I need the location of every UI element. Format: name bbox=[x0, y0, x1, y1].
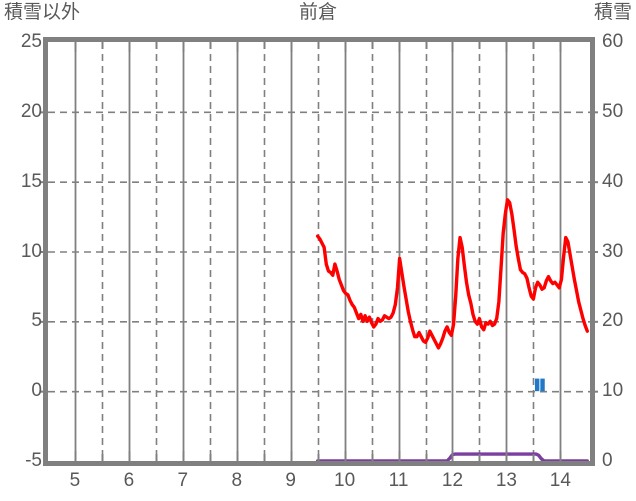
ytick-label-right: 40 bbox=[602, 170, 624, 192]
ytick-label-right: 20 bbox=[602, 310, 624, 332]
ytick-label-right: 30 bbox=[602, 240, 624, 262]
ytick-label-right: 10 bbox=[602, 380, 624, 402]
xtick-label: 6 bbox=[123, 470, 135, 491]
ytick-label-left: 5 bbox=[31, 310, 42, 332]
ytick-label-left: 15 bbox=[20, 170, 42, 192]
series-line-non-snow bbox=[315, 198, 589, 350]
ytick-label-right: 50 bbox=[602, 100, 624, 122]
series-line-snow-depth bbox=[315, 452, 589, 463]
bar-precipitation bbox=[540, 378, 545, 392]
right-axis-title: 積雪 bbox=[593, 2, 632, 23]
xtick-label: 14 bbox=[549, 470, 571, 491]
xtick-label: 5 bbox=[69, 470, 81, 491]
xtick-label: 8 bbox=[231, 470, 243, 491]
ytick-label-left: 20 bbox=[20, 100, 42, 122]
ytick-label-right: 60 bbox=[602, 31, 624, 52]
ytick-label-left: 25 bbox=[20, 31, 42, 52]
bar-precipitation bbox=[534, 378, 540, 392]
xtick-label: 10 bbox=[334, 470, 356, 491]
ytick-label-left: -5 bbox=[25, 450, 42, 471]
xtick-label: 12 bbox=[441, 470, 464, 491]
ytick-label-right: 0 bbox=[602, 450, 613, 471]
xtick-label: 9 bbox=[285, 470, 296, 491]
xtick-label: 11 bbox=[388, 470, 409, 491]
chart-title: 前倉 bbox=[298, 2, 337, 23]
ytick-label-left: 0 bbox=[31, 380, 42, 402]
xtick-label: 13 bbox=[495, 470, 517, 491]
left-axis-title: 積雪以外 bbox=[4, 2, 81, 23]
ytick-label-left: 10 bbox=[20, 240, 42, 262]
xtick-label: 7 bbox=[177, 470, 189, 491]
